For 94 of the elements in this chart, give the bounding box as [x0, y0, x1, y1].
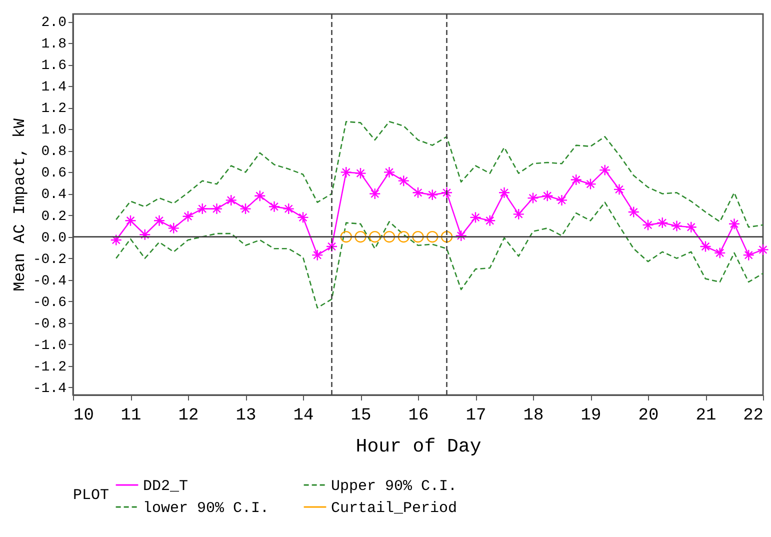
x-tick-label: 15	[350, 406, 372, 426]
line-series	[115, 202, 764, 308]
point	[139, 228, 151, 240]
y-tick-label: 2.0	[41, 15, 66, 32]
x-tick-label: 10	[74, 406, 94, 426]
y-tick-label: -0.2	[32, 252, 66, 268]
y-tick-label: 1.4	[41, 80, 66, 96]
point	[440, 230, 453, 243]
point	[354, 230, 366, 243]
x-tick-label: 14	[293, 406, 314, 426]
point	[426, 230, 438, 243]
point	[455, 230, 467, 242]
point	[168, 222, 180, 234]
point	[210, 202, 223, 215]
point	[412, 186, 424, 199]
point	[584, 178, 596, 190]
point	[628, 206, 640, 218]
x-axis-title: Hour of Day	[356, 436, 482, 458]
point	[225, 194, 237, 206]
point	[570, 174, 582, 186]
point	[182, 210, 194, 222]
point	[426, 188, 438, 201]
point	[484, 214, 496, 226]
y-tick-label: 0.6	[41, 166, 66, 182]
point	[527, 192, 539, 204]
point	[512, 208, 524, 220]
line-series	[115, 120, 764, 228]
x-tick-label: 12	[178, 406, 199, 426]
point	[440, 186, 453, 199]
y-tick-label: -1.4	[32, 380, 66, 397]
point	[282, 202, 294, 215]
y-tick-label: 0.4	[41, 187, 66, 204]
point	[268, 200, 280, 212]
point	[398, 230, 410, 243]
y-tick-label: 0.0	[41, 230, 66, 246]
point	[124, 214, 136, 226]
point	[757, 244, 769, 256]
point	[542, 190, 554, 202]
legend-title: PLOT	[73, 487, 110, 504]
x-tick-label: 22	[743, 406, 764, 426]
y-tick-label: 1.2	[41, 101, 66, 118]
x-tick-label: 21	[696, 406, 716, 426]
point	[383, 230, 396, 243]
point	[369, 230, 381, 243]
y-tick-label: -1.2	[32, 359, 66, 376]
point	[196, 202, 208, 215]
point	[714, 247, 726, 259]
point	[700, 240, 712, 252]
x-tick-label: 20	[638, 406, 659, 426]
point	[642, 219, 654, 231]
y-tick-label: 0.8	[41, 144, 66, 160]
point	[670, 220, 683, 232]
x-tick-label: 18	[523, 406, 544, 426]
y-tick-label: -0.8	[32, 316, 66, 332]
point	[470, 212, 482, 224]
x-tick-label: 11	[120, 406, 142, 426]
point	[685, 221, 697, 233]
point	[412, 230, 424, 243]
point	[613, 184, 626, 196]
x-tick-label: 17	[466, 406, 486, 426]
point	[383, 166, 396, 178]
y-tick-label: 0.2	[41, 208, 66, 225]
x-tick-label: 19	[580, 406, 602, 426]
point	[369, 188, 381, 200]
y-tick-label: 1.8	[41, 36, 66, 53]
legend-label: lower 90% C.I.	[143, 500, 270, 517]
point	[599, 164, 611, 176]
point	[398, 174, 410, 187]
legend-label: DD2_T	[143, 478, 188, 495]
legend-label: Upper 90% C.I.	[331, 478, 458, 495]
point	[498, 186, 510, 199]
y-axis-title: Mean AC Impact, kW	[10, 118, 29, 292]
point	[340, 230, 352, 243]
point	[354, 167, 366, 180]
y-tick-label: -0.6	[32, 294, 66, 311]
point	[728, 218, 740, 230]
y-tick-label: 1.6	[41, 58, 66, 74]
y-tick-label: -1.0	[32, 338, 66, 354]
point	[312, 249, 324, 261]
y-tick-label: 1.0	[41, 122, 66, 139]
y-tick-label: -0.4	[32, 273, 66, 290]
x-tick-label: 13	[236, 406, 256, 426]
legend-label: Curtail_Period	[331, 500, 458, 517]
point	[326, 240, 338, 252]
point	[742, 249, 754, 261]
point	[340, 166, 352, 178]
point	[556, 194, 568, 206]
point	[110, 234, 122, 246]
point	[656, 216, 668, 229]
point	[240, 202, 252, 215]
point	[153, 214, 166, 226]
x-tick-label: 16	[408, 406, 429, 426]
point	[297, 212, 309, 224]
point	[254, 190, 266, 202]
